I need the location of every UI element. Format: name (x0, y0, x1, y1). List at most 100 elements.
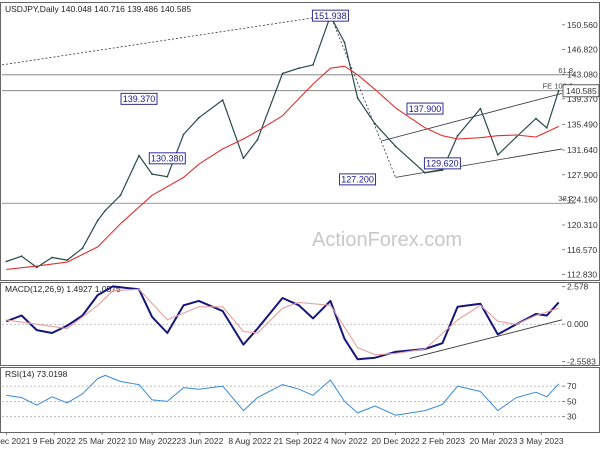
rsi-line (6, 374, 560, 416)
x-tick-label: 10 May 2022 (127, 436, 176, 446)
y-tick-label: -2.5583 (567, 356, 596, 366)
price-point (5, 260, 8, 263)
y-tick-label: 120.310 (567, 220, 598, 230)
y-tick-label: 143.080 (567, 69, 598, 79)
x-tick-label: 3 May 2023 (519, 436, 564, 446)
price-callout-label: 139.370 (123, 94, 156, 104)
price-callout-label: 127.200 (341, 175, 374, 185)
price-point (66, 259, 69, 261)
trendline-dotted (330, 15, 397, 178)
macd-line (5, 285, 560, 361)
x-tick-label: 27 Dec 2021 (0, 436, 31, 446)
y-tick-label: 127.900 (567, 170, 598, 180)
price-point (166, 175, 169, 178)
fib-level-label: FE 100.0 (543, 82, 573, 91)
price-point (557, 89, 560, 92)
x-tick-label: 23 Jun 2022 (177, 436, 224, 446)
price-callout-box (120, 92, 158, 105)
price-point (151, 173, 154, 176)
price-callout-label: 151.938 (314, 11, 347, 21)
y-tick-label: 139.370 (567, 94, 598, 104)
panel-frame (0, 367, 600, 433)
price-callout-box (423, 157, 461, 170)
last-price-box (562, 84, 600, 98)
y-tick-label: 70 (567, 381, 577, 391)
last-price-label: 140.585 (566, 86, 597, 96)
rsi-panel: 70 50 30 RSI(14) 73.0198 (0, 367, 600, 433)
channel-upper-line (381, 92, 563, 142)
channel-lower-line (395, 148, 563, 178)
y-tick-label: 150.560 (567, 20, 598, 30)
x-tick-label: 9 Feb 2022 (33, 436, 76, 446)
x-tick-label: 25 Mar 2022 (78, 436, 126, 446)
price-point (374, 122, 376, 125)
price-point (545, 126, 548, 129)
price-point (256, 138, 259, 141)
price-point (197, 116, 200, 119)
x-tick-label: 20 Mar 2023 (470, 436, 518, 446)
price-point (104, 209, 107, 212)
y-tick-label: 0.000 (567, 319, 589, 329)
price-point (343, 41, 346, 44)
price-point (138, 154, 140, 157)
x-tick-label: 4 Nov 2022 (324, 436, 368, 446)
macd-trendline (409, 319, 563, 359)
price-point (281, 72, 284, 75)
moving-average-line (6, 65, 559, 270)
price-point (298, 67, 300, 70)
panel-title: USDJPY,Daily 140.048 140.716 139.486 140… (5, 4, 191, 14)
signal-line (6, 288, 559, 356)
price-callout-box (406, 102, 444, 115)
y-tick-label: 131.640 (567, 145, 598, 155)
price-line (6, 15, 560, 268)
price-point (496, 154, 499, 156)
price-point (35, 266, 38, 269)
macd-panel: 2.578 0.000 -2.5583 MACD(12,26,9) 1.4927 1.… (0, 282, 600, 366)
y-tick-label: 112.830 (567, 270, 597, 280)
price-point (51, 256, 53, 259)
fib-level-label: 38.2 (558, 194, 573, 203)
watermark: ActionForex.com (312, 229, 462, 251)
fib-level-label: 61.8 (558, 66, 573, 75)
price-point (20, 255, 23, 258)
price-point (535, 117, 537, 120)
price-callout-label: 137.900 (409, 104, 442, 114)
y-tick-label: 116.570 (567, 245, 597, 255)
price-point (424, 171, 426, 174)
price-point (182, 133, 185, 136)
price-point (479, 107, 482, 110)
x-tick-label: 2 Feb 2023 (422, 436, 465, 446)
price-point (356, 97, 359, 99)
price-point (242, 157, 245, 160)
x-tick-label: 21 Sep 2022 (274, 436, 322, 446)
y-tick-label: 124.160 (567, 195, 598, 205)
x-tick-label: 8 Aug 2022 (228, 436, 271, 446)
price-point (312, 64, 314, 66)
trendline-dotted (1, 14, 331, 66)
price-point (456, 134, 459, 137)
price-callout-box (148, 152, 186, 165)
y-tick-label: 2.578 (567, 282, 589, 292)
price-point (221, 99, 224, 101)
y-tick-label: 50 (567, 396, 577, 406)
panel-title: RSI(14) 73.0198 (5, 369, 68, 379)
panel-title: MACD(12,26,9) 1.4927 1.0575 (5, 284, 121, 294)
price-point (96, 219, 99, 222)
price-point (81, 247, 84, 250)
price-panel: 150.560 146.820 143.080 139.370 135.490 131.6… (0, 2, 600, 281)
price-point (119, 194, 122, 197)
price-point (515, 136, 518, 138)
price-callout-box (339, 173, 377, 186)
price-callout-label: 130.380 (151, 154, 184, 164)
price-callout-box (311, 9, 349, 22)
y-tick-label: 30 (567, 412, 577, 422)
y-tick-label: 146.820 (567, 45, 598, 55)
price-point (441, 169, 444, 172)
x-tick-label: 20 Dec 2022 (372, 436, 420, 446)
y-tick-label: 135.490 (567, 120, 598, 130)
price-point (394, 145, 397, 148)
price-callout-label: 129.620 (426, 159, 459, 169)
panel-frame (0, 2, 600, 281)
